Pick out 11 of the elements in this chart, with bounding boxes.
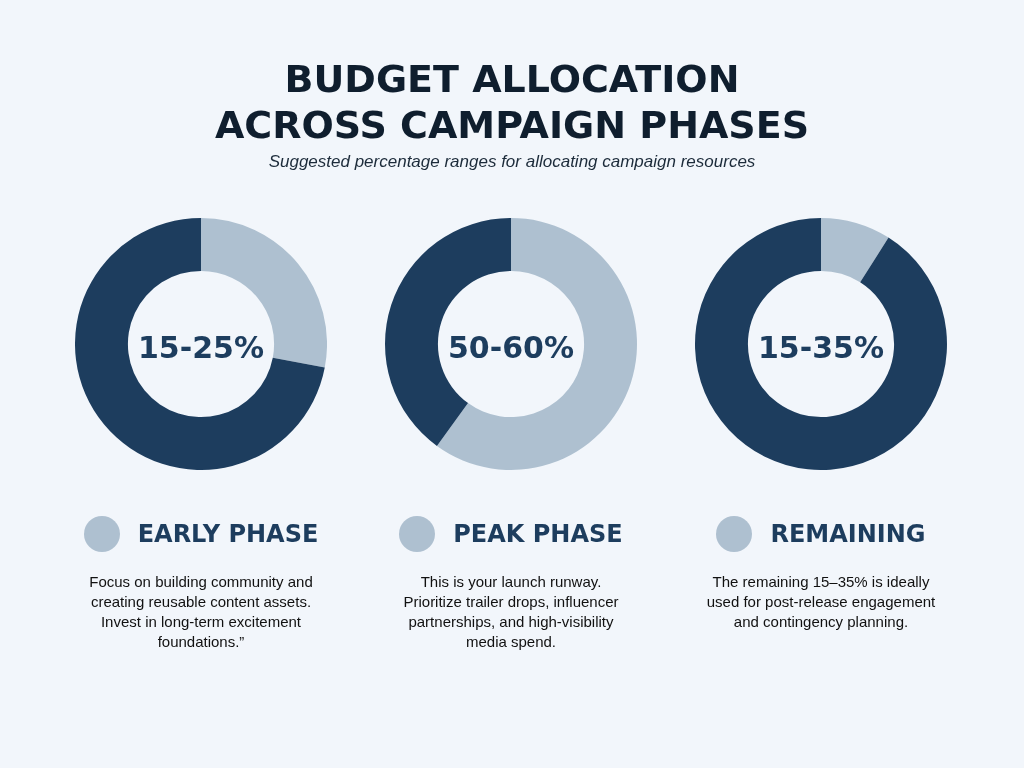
text: Focus on building community and creating reusable content assets. Invest in long-term excitement foundations.”: [88, 572, 314, 652]
legend-label: PEAK PHASE: [453, 520, 623, 548]
legend-label: REMAINING: [770, 520, 926, 548]
legend-label: EARLY PHASE: [137, 520, 319, 548]
text: Suggested percentage ranges for allocating campaign resources: [267, 152, 757, 172]
text: 15-35%: [757, 329, 885, 365]
text: The remaining 15–35% is ideally used for post-release engagement and contingency planning.: [705, 572, 937, 632]
text: 50-60%: [447, 329, 575, 365]
text: This is your launch runway. Prioritize trailer drops, influencer partnerships, and high-visibility media spend.: [402, 572, 620, 652]
text: BUDGET ALLOCATION ACROSS CAMPAIGN PHASES: [213, 56, 811, 148]
text: 15-25%: [137, 329, 265, 365]
